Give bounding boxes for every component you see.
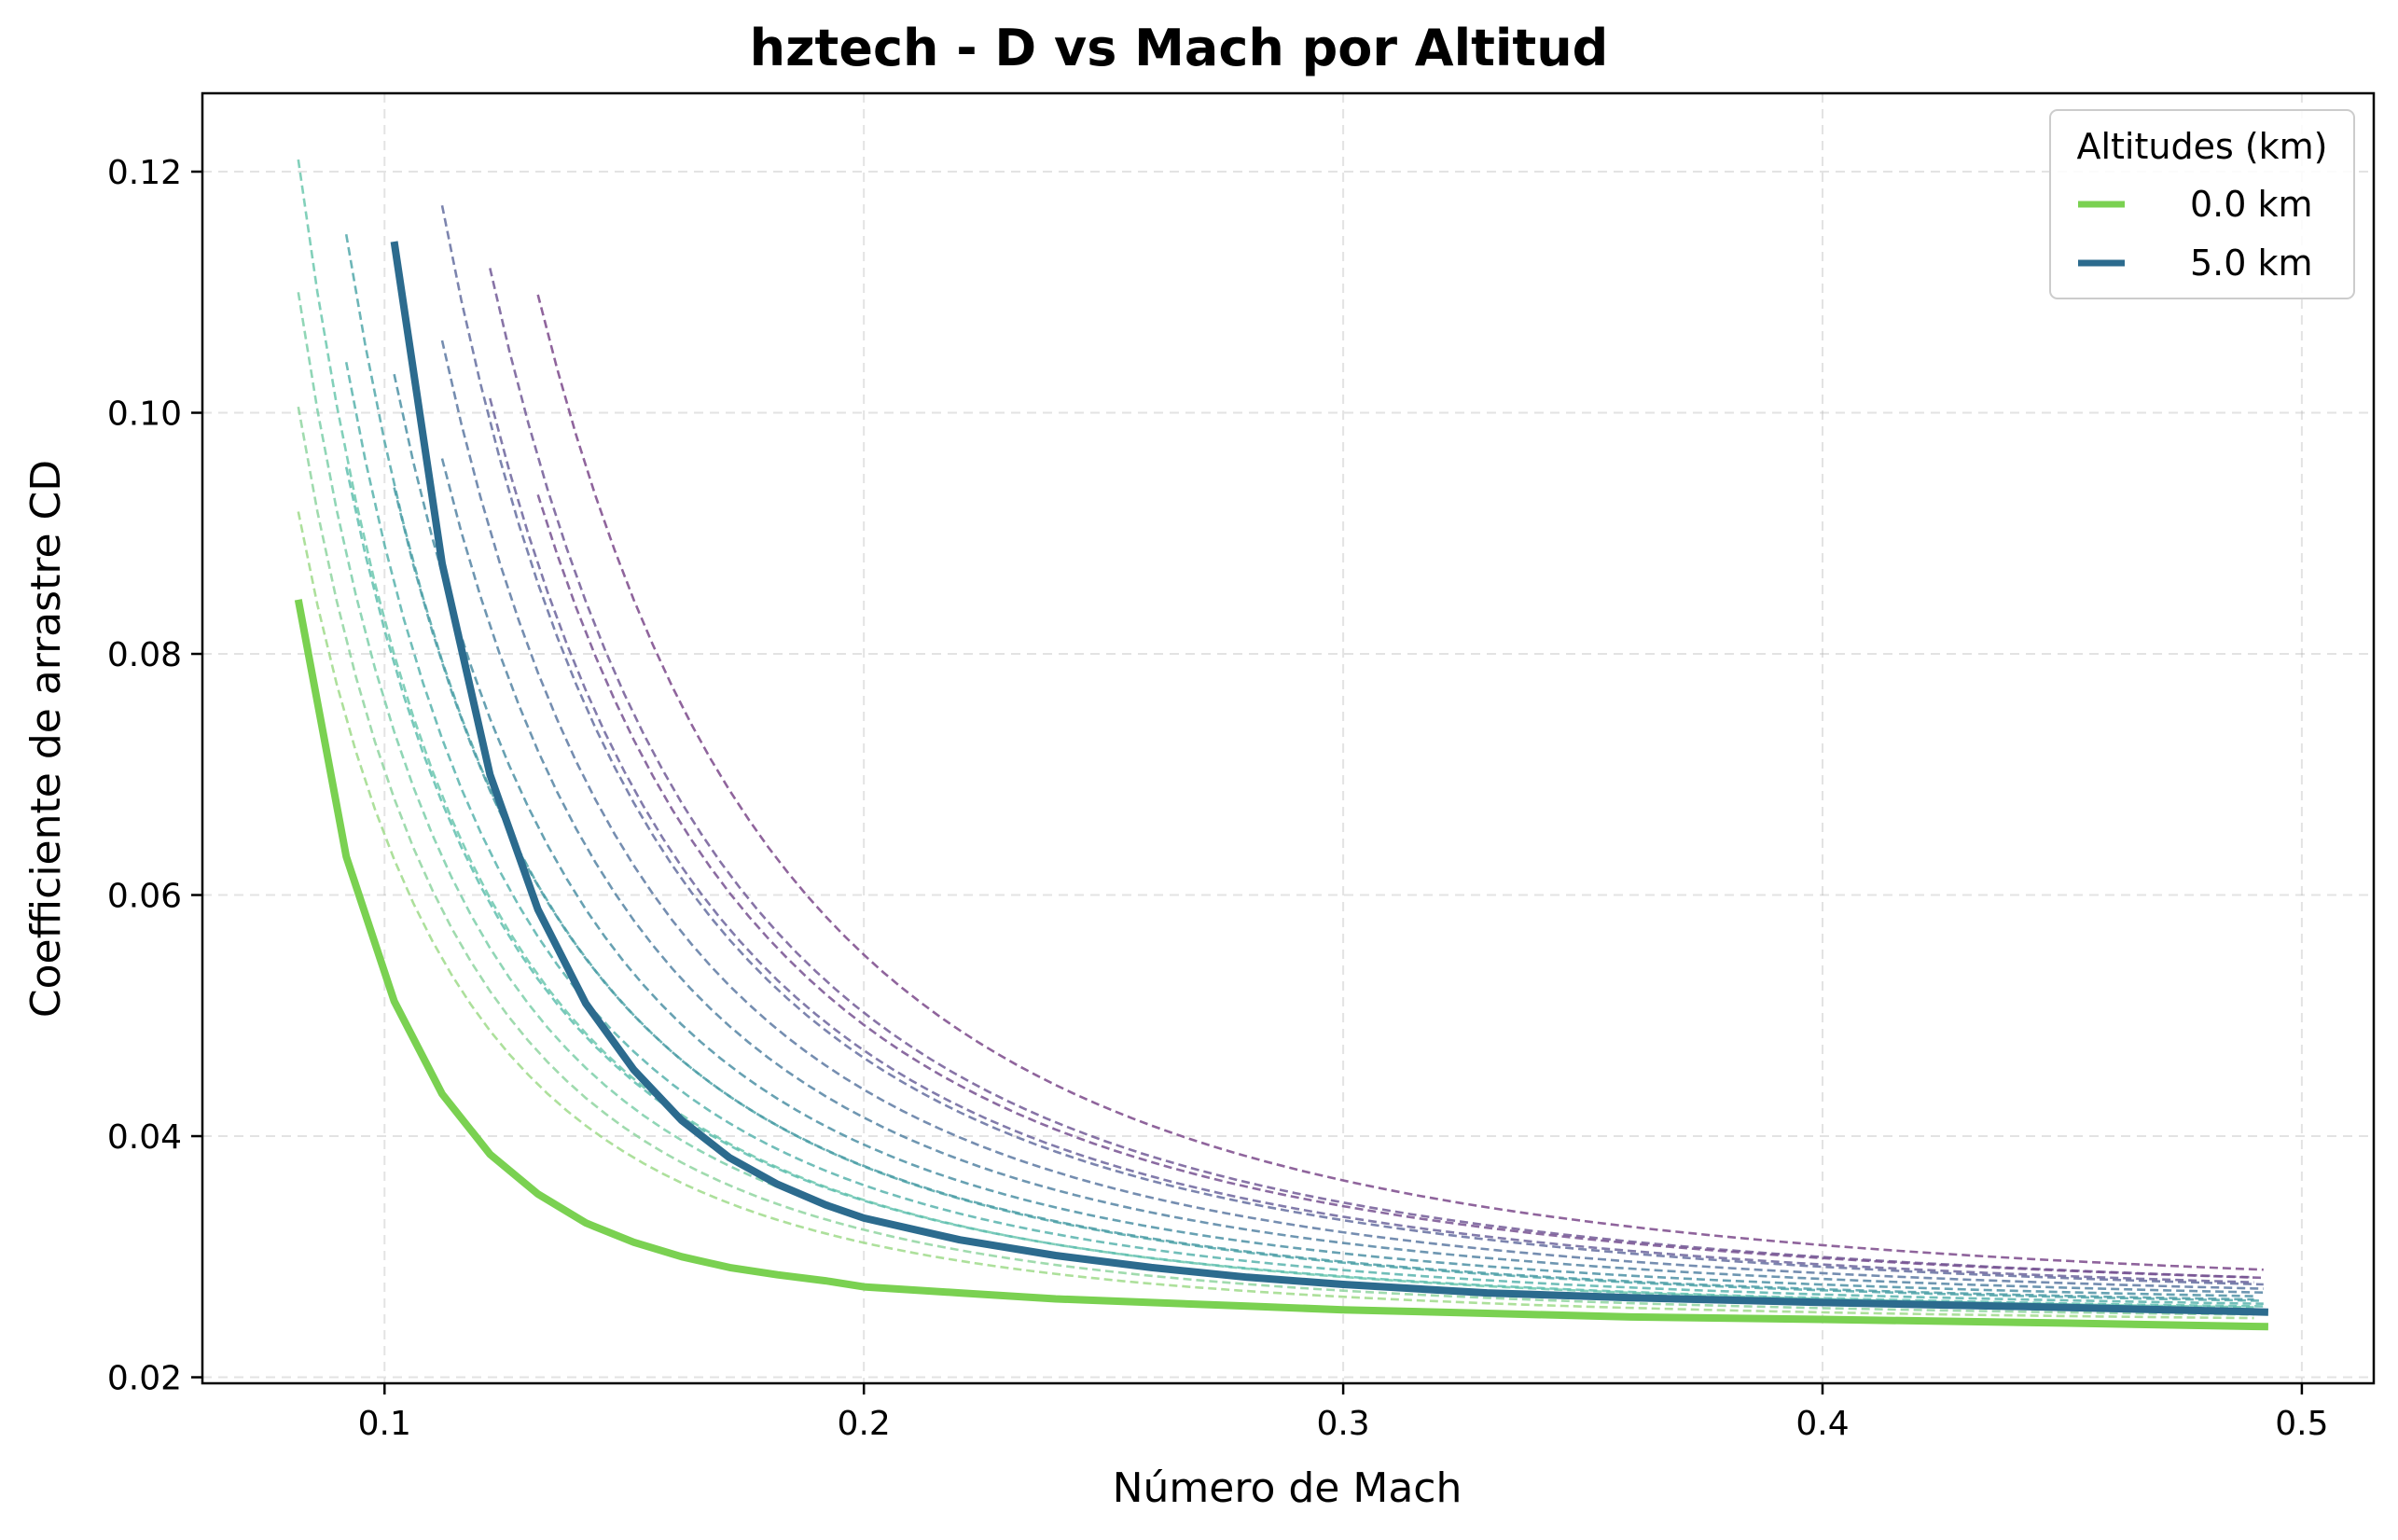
y-axis-label: Coefficiente de arrastre CD xyxy=(22,460,70,1018)
series-group xyxy=(294,159,2268,1331)
x-tick-label: 0.2 xyxy=(838,1405,891,1443)
x-tick-label: 0.3 xyxy=(1316,1405,1369,1443)
legend: Altitudes (km) 0.0 km 5.0 km xyxy=(2049,109,2355,299)
y-tick-label: 0.12 xyxy=(107,154,182,192)
legend-title: Altitudes (km) xyxy=(2076,126,2327,167)
y-tick-label: 0.04 xyxy=(107,1118,182,1157)
series-line-dashed-12 xyxy=(440,340,2264,1290)
series-line-dashed-13 xyxy=(440,204,2264,1286)
series-line-dashed-17 xyxy=(536,294,2264,1271)
legend-label-5km: 5.0 km xyxy=(2190,243,2313,284)
series-line-dashed-11 xyxy=(440,458,2264,1294)
y-tick-label: 0.10 xyxy=(107,395,182,434)
y-tick-label: 0.06 xyxy=(107,878,182,916)
y-tick-label: 0.08 xyxy=(107,636,182,674)
legend-box xyxy=(2049,109,2355,299)
series-line-dashed-5 xyxy=(297,159,2254,1309)
y-tick-label: 0.02 xyxy=(107,1360,182,1398)
legend-label-0km: 0.0 km xyxy=(2190,184,2313,225)
series-line-dashed-3 xyxy=(297,406,2254,1316)
series-line-dashed-14 xyxy=(489,397,2254,1283)
series-line-dashed-2 xyxy=(297,511,2254,1320)
plot-frame xyxy=(201,91,2376,1385)
series-line-dashed-4 xyxy=(297,292,2254,1312)
series-line-0-0-km xyxy=(294,599,2268,1331)
series-line-5-0-km xyxy=(390,241,2268,1316)
chart-title: hztech - D vs Mach por Altitud xyxy=(750,19,1609,77)
series-line-dashed-7 xyxy=(344,361,2264,1305)
x-tick-label: 0.1 xyxy=(358,1405,411,1443)
y-axis-ticks: 0.02 0.04 0.06 0.08 0.10 0.12 xyxy=(107,154,202,1398)
x-axis-label: Número de Mach xyxy=(1113,1464,1462,1512)
grid xyxy=(202,93,2374,1383)
x-tick-label: 0.4 xyxy=(1795,1405,1849,1443)
x-tick-label: 0.5 xyxy=(2275,1405,2328,1443)
x-axis-ticks: 0.1 0.2 0.3 0.4 0.5 xyxy=(358,1383,2329,1443)
series-line-dashed-16 xyxy=(536,494,2264,1280)
series-line-dashed-10 xyxy=(393,373,2254,1297)
series-line-dashed-9 xyxy=(393,487,2254,1301)
